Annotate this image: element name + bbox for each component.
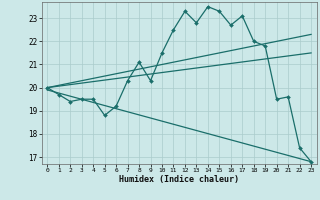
X-axis label: Humidex (Indice chaleur): Humidex (Indice chaleur): [119, 175, 239, 184]
